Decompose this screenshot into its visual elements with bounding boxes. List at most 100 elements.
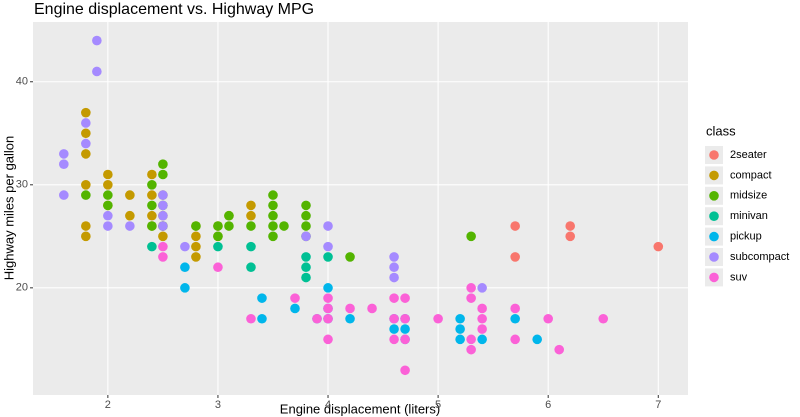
point xyxy=(81,149,91,159)
point xyxy=(103,180,113,190)
x-tick-label: 3 xyxy=(215,399,221,411)
point xyxy=(323,303,333,314)
point xyxy=(389,324,399,334)
point xyxy=(290,303,300,314)
point xyxy=(268,210,278,221)
point xyxy=(400,365,410,376)
point xyxy=(246,241,256,252)
legend-marker xyxy=(709,272,719,283)
x-tick-label: 7 xyxy=(655,399,661,411)
point xyxy=(455,324,465,334)
point xyxy=(103,190,113,200)
point xyxy=(345,252,355,262)
x-axis-title: Engine displacement (liters) xyxy=(280,401,440,416)
point xyxy=(268,231,278,242)
x-tick-label: 4 xyxy=(325,399,331,411)
point xyxy=(147,200,157,211)
point xyxy=(433,313,443,324)
point xyxy=(389,262,399,273)
point xyxy=(158,169,168,180)
point xyxy=(532,334,542,345)
point xyxy=(81,190,91,200)
point xyxy=(224,210,234,221)
point xyxy=(147,221,157,231)
point xyxy=(81,231,91,242)
y-tick-label: 40 xyxy=(16,76,28,88)
point xyxy=(455,334,465,345)
point xyxy=(246,221,256,231)
y-axis-title: Highway miles per gallon xyxy=(1,136,16,281)
point xyxy=(510,313,520,324)
point xyxy=(158,252,168,262)
point xyxy=(81,107,91,118)
point xyxy=(103,210,113,221)
point xyxy=(103,200,113,211)
point xyxy=(81,180,91,190)
point xyxy=(81,118,91,128)
point xyxy=(301,200,311,211)
legend-label: midsize xyxy=(730,190,767,202)
point xyxy=(466,283,476,293)
point xyxy=(323,283,333,293)
point xyxy=(312,313,322,324)
chart-title: Engine displacement vs. Highway MPG xyxy=(34,1,314,18)
point xyxy=(158,200,168,211)
point xyxy=(301,210,311,221)
point xyxy=(477,334,487,345)
point xyxy=(213,231,223,242)
point xyxy=(257,313,267,324)
point xyxy=(301,262,311,273)
point xyxy=(323,293,333,303)
point xyxy=(477,313,487,324)
point xyxy=(466,344,476,355)
point xyxy=(125,190,135,200)
point xyxy=(158,241,168,252)
legend-marker xyxy=(709,211,719,221)
point xyxy=(158,231,168,242)
point xyxy=(125,221,135,231)
point xyxy=(323,252,333,262)
point xyxy=(301,272,311,283)
point xyxy=(180,262,190,273)
point xyxy=(81,138,91,149)
point xyxy=(301,252,311,262)
point xyxy=(103,169,113,180)
point xyxy=(268,190,278,200)
point xyxy=(92,35,102,46)
point xyxy=(268,200,278,211)
x-tick-label: 2 xyxy=(105,399,111,411)
point xyxy=(466,293,476,303)
point xyxy=(59,159,69,169)
point xyxy=(246,262,256,273)
point xyxy=(323,241,333,252)
point xyxy=(279,221,289,231)
legend-marker xyxy=(709,150,719,160)
point xyxy=(565,221,576,231)
point xyxy=(103,221,113,231)
point xyxy=(598,313,609,324)
point xyxy=(466,231,476,242)
point xyxy=(81,221,91,231)
legend-marker xyxy=(709,252,719,262)
point xyxy=(158,159,168,169)
point xyxy=(510,334,520,345)
point xyxy=(389,334,399,345)
point xyxy=(147,190,157,200)
point xyxy=(466,334,476,345)
point xyxy=(268,221,278,231)
point xyxy=(389,313,399,324)
legend-label: 2seater xyxy=(730,149,767,161)
point xyxy=(290,293,300,303)
point xyxy=(455,313,465,324)
point xyxy=(345,313,355,324)
y-tick-label: 30 xyxy=(16,179,28,191)
point xyxy=(565,231,576,242)
point xyxy=(400,324,410,334)
point xyxy=(257,293,267,303)
legend-label: compact xyxy=(730,169,772,181)
point xyxy=(653,241,664,252)
point xyxy=(345,303,355,314)
point xyxy=(510,221,520,231)
legend-marker xyxy=(709,170,719,181)
point xyxy=(389,252,399,262)
